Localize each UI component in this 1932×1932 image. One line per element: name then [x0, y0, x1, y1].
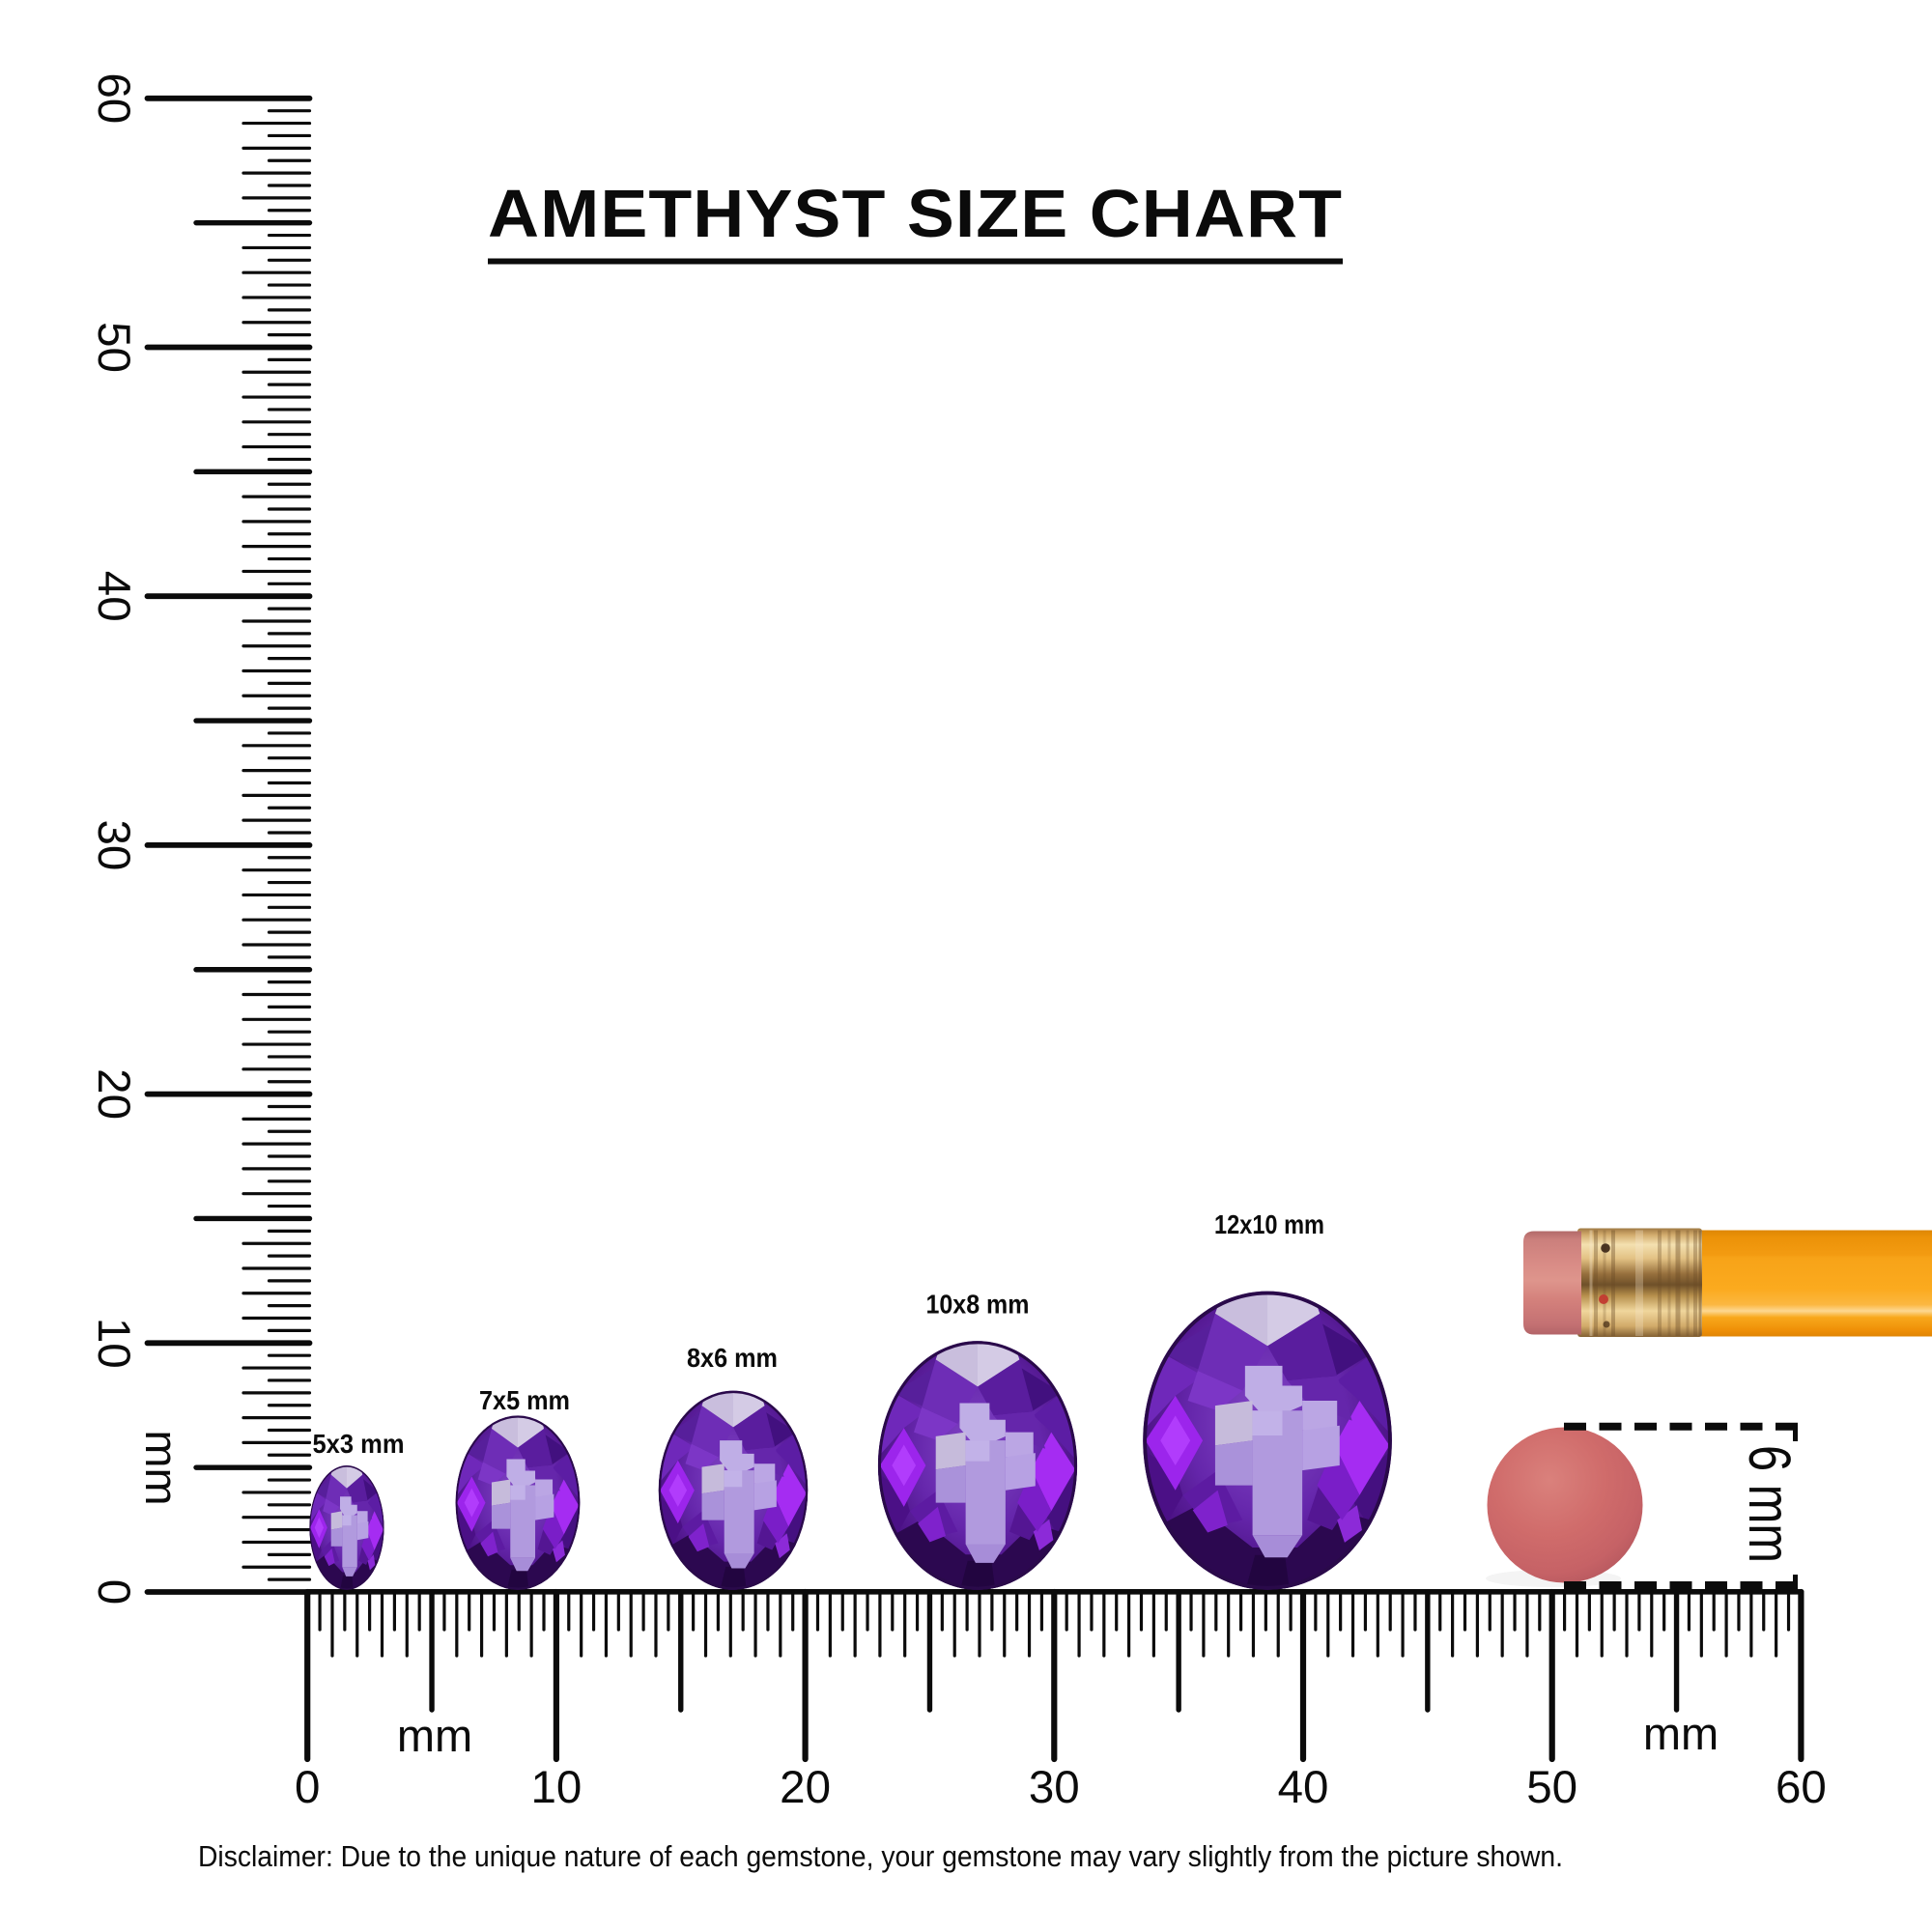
svg-text:12x10 mm: 12x10 mm	[1214, 1209, 1324, 1239]
svg-text:40: 40	[1278, 1762, 1329, 1813]
svg-text:0: 0	[295, 1762, 320, 1813]
svg-text:20: 20	[780, 1762, 831, 1813]
svg-text:Disclaimer: Due to the unique: Disclaimer: Due to the unique nature of …	[198, 1839, 1563, 1873]
svg-text:60: 60	[1776, 1762, 1827, 1813]
svg-text:50: 50	[1526, 1762, 1577, 1813]
svg-text:5x3 mm: 5x3 mm	[313, 1429, 405, 1459]
svg-text:40: 40	[88, 571, 139, 622]
svg-text:20: 20	[88, 1068, 139, 1120]
svg-text:6 mm: 6 mm	[1737, 1445, 1803, 1563]
svg-text:50: 50	[88, 322, 139, 373]
svg-text:0: 0	[88, 1579, 139, 1605]
svg-text:10: 10	[88, 1318, 139, 1369]
svg-text:10: 10	[530, 1762, 582, 1813]
svg-text:AMETHYST SIZE CHART: AMETHYST SIZE CHART	[488, 176, 1343, 251]
svg-text:60: 60	[88, 72, 139, 124]
svg-text:7x5 mm: 7x5 mm	[479, 1385, 570, 1415]
svg-text:30: 30	[1029, 1762, 1080, 1813]
svg-text:mm: mm	[1643, 1708, 1719, 1759]
svg-text:mm: mm	[136, 1430, 187, 1505]
svg-text:10x8 mm: 10x8 mm	[926, 1290, 1030, 1320]
svg-text:mm: mm	[397, 1710, 472, 1761]
svg-text:8x6 mm: 8x6 mm	[687, 1343, 778, 1373]
svg-text:30: 30	[88, 819, 139, 870]
